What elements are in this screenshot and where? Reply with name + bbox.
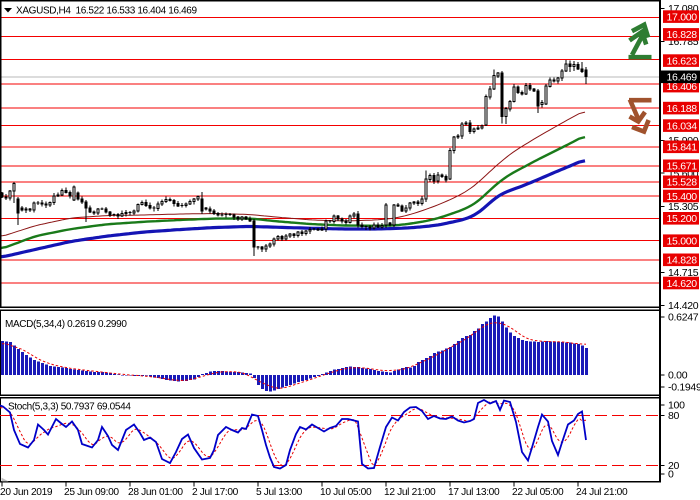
svg-text:14.715: 14.715 bbox=[668, 267, 699, 279]
svg-text:15.000: 15.000 bbox=[667, 236, 698, 248]
svg-text:XAGUSD,H4 16.522 16.533 16.40: XAGUSD,H4 16.522 16.533 16.404 16.469 bbox=[16, 6, 198, 17]
svg-text:25 Jun 09:00: 25 Jun 09:00 bbox=[64, 487, 119, 498]
svg-text:10 Jul 05:00: 10 Jul 05:00 bbox=[320, 487, 372, 498]
svg-text:5 Jul 13:00: 5 Jul 13:00 bbox=[256, 487, 303, 498]
svg-text:20 Jun 2019: 20 Jun 2019 bbox=[0, 487, 53, 498]
svg-text:100: 100 bbox=[668, 400, 685, 412]
svg-text:15.671: 15.671 bbox=[667, 161, 698, 173]
svg-text:22 Jul 05:00: 22 Jul 05:00 bbox=[512, 487, 564, 498]
svg-text:28 Jun 01:00: 28 Jun 01:00 bbox=[128, 487, 183, 498]
svg-text:16.406: 16.406 bbox=[667, 81, 698, 93]
svg-text:-0.1949: -0.1949 bbox=[668, 381, 700, 393]
svg-text:24 Jul 21:00: 24 Jul 21:00 bbox=[576, 487, 628, 498]
svg-text:14.420: 14.420 bbox=[668, 300, 699, 312]
svg-text:17.000: 17.000 bbox=[667, 11, 698, 23]
svg-text:17 Jul 13:00: 17 Jul 13:00 bbox=[448, 487, 500, 498]
svg-text:12 Jul 21:00: 12 Jul 21:00 bbox=[384, 487, 436, 498]
svg-text:0.00: 0.00 bbox=[668, 369, 688, 381]
svg-text:16.623: 16.623 bbox=[667, 55, 698, 67]
svg-text:15.400: 15.400 bbox=[667, 191, 698, 203]
svg-text:15.200: 15.200 bbox=[667, 213, 698, 225]
svg-text:14.620: 14.620 bbox=[667, 278, 698, 290]
svg-text:80: 80 bbox=[668, 410, 680, 422]
svg-text:16.469: 16.469 bbox=[667, 72, 698, 84]
svg-text:0: 0 bbox=[668, 469, 674, 481]
svg-text:MACD(5,34,4) 0.2619 0.2990: MACD(5,34,4) 0.2619 0.2990 bbox=[5, 319, 127, 330]
svg-text:2 Jul 17:00: 2 Jul 17:00 bbox=[192, 487, 239, 498]
svg-text:14.828: 14.828 bbox=[667, 255, 698, 267]
svg-text:15.841: 15.841 bbox=[667, 142, 698, 154]
svg-text:15.528: 15.528 bbox=[667, 177, 698, 189]
svg-text:20: 20 bbox=[668, 460, 680, 472]
svg-text:16.828: 16.828 bbox=[667, 29, 698, 41]
svg-text:15.305: 15.305 bbox=[668, 201, 699, 213]
svg-text:16.034: 16.034 bbox=[667, 120, 698, 132]
svg-text:16.188: 16.188 bbox=[667, 103, 698, 115]
svg-text:Stoch(5,3,3) 50.7937 69.0544: Stoch(5,3,3) 50.7937 69.0544 bbox=[8, 402, 131, 413]
svg-text:0.6247: 0.6247 bbox=[668, 312, 699, 324]
